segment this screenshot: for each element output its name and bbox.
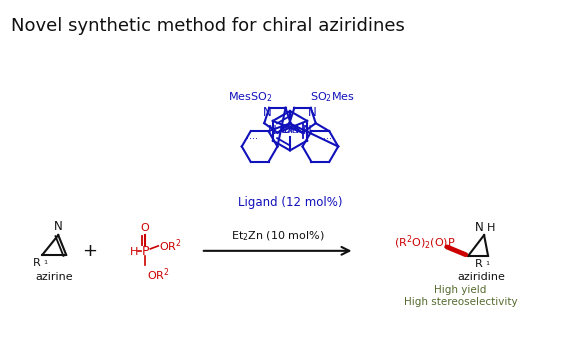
Text: tBu: tBu	[281, 125, 300, 135]
Text: ····: ····	[246, 133, 257, 144]
Text: MesSO$_2$: MesSO$_2$	[228, 91, 272, 104]
Text: OH: OH	[281, 123, 300, 136]
Text: $^{1}$: $^{1}$	[43, 260, 49, 269]
Text: H: H	[130, 247, 139, 257]
Text: High stereoselectivity: High stereoselectivity	[404, 297, 517, 307]
Text: N: N	[475, 221, 484, 234]
Text: N: N	[54, 220, 63, 233]
Text: ····: ····	[320, 133, 332, 144]
Text: aziridine: aziridine	[457, 272, 505, 282]
Text: OR$^{2}$: OR$^{2}$	[159, 237, 182, 254]
Text: N: N	[268, 124, 277, 137]
Text: (R$^{2}$O)$_2$(O)P: (R$^{2}$O)$_2$(O)P	[394, 234, 456, 252]
Text: R: R	[33, 258, 40, 268]
Text: P: P	[142, 245, 149, 258]
Text: azirine: azirine	[36, 273, 73, 283]
Text: O: O	[140, 223, 149, 233]
Text: +: +	[82, 242, 97, 260]
Text: H: H	[487, 223, 495, 233]
Text: SO$_2$Mes: SO$_2$Mes	[310, 91, 355, 104]
Text: OR$^{2}$: OR$^{2}$	[147, 267, 170, 283]
Text: Ligand (12 mol%): Ligand (12 mol%)	[238, 196, 342, 209]
Text: N: N	[303, 124, 312, 137]
Text: Et$_{2}$Zn (10 mol%): Et$_{2}$Zn (10 mol%)	[231, 229, 324, 243]
Text: R: R	[475, 259, 483, 269]
Text: High yield: High yield	[434, 285, 487, 295]
Text: N: N	[263, 105, 272, 119]
Text: N: N	[308, 105, 317, 119]
Text: Novel synthetic method for chiral aziridines: Novel synthetic method for chiral azirid…	[11, 17, 404, 34]
Text: $^{1}$: $^{1}$	[485, 261, 491, 270]
